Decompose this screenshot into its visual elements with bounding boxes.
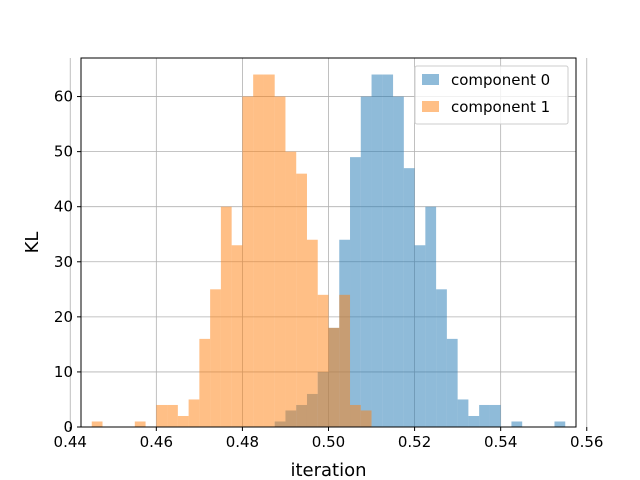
x-tick-label: 0.54 [484,433,517,451]
y-tick-label: 60 [54,88,73,106]
bar-component-1 [177,415,189,427]
x-tick-label: 0.48 [226,433,259,451]
x-tick-label: 0.44 [54,433,87,451]
bar-component-1 [242,96,254,427]
bar-component-0 [350,157,361,427]
x-tick-label: 0.56 [570,433,603,451]
legend-swatch-component-0 [422,74,439,85]
bar-component-1 [317,294,329,427]
bar-component-0 [414,245,426,427]
bar-component-0 [371,74,383,427]
bar-component-0 [511,421,523,427]
ticks: 0.44 0.46 0.48 0.50 0.52 0.54 0.56 0 10 20 30 40 50 6… [54,88,604,451]
bar-component-0 [403,168,415,428]
bar-component-1 [134,421,146,427]
x-tick-label: 0.52 [398,433,431,451]
bar-component-1 [350,404,361,427]
bar-component-1 [328,327,340,427]
y-tick-label: 30 [54,253,73,271]
bar-component-0 [393,96,404,427]
bar-component-0 [468,415,480,427]
bar-component-0 [479,404,490,427]
x-tick-label: 0.50 [312,433,345,451]
bar-component-0 [382,74,394,427]
bar-component-1 [188,399,200,427]
bar-component-1 [210,289,221,427]
bar-component-1 [360,410,372,427]
bar-component-1 [91,421,103,427]
bar-component-1 [263,74,275,427]
bar-component-1 [156,404,168,427]
bar-component-1 [199,338,211,427]
bar-component-1 [167,404,178,427]
bar-component-1 [285,151,297,427]
bar-component-0 [436,289,447,427]
bar-component-0 [446,338,458,427]
legend-box [414,65,569,125]
bar-component-1 [306,239,318,427]
bar-component-0 [457,399,469,427]
bar-component-1 [274,96,286,427]
bar-component-1 [339,294,351,427]
bar-component-0 [425,206,437,427]
legend-label-component-1: component 1 [451,98,550,116]
y-tick-label: 20 [54,308,73,326]
bar-component-1 [253,74,264,427]
y-tick-label: 10 [54,363,73,381]
bar-component-0 [360,96,372,427]
x-axis-label: iteration [290,460,366,480]
legend: component 0 component 1 [414,65,569,125]
y-tick-label: 50 [54,143,73,161]
bar-component-0 [489,404,501,427]
legend-swatch-component-1 [422,101,439,112]
x-tick-label: 0.46 [140,433,173,451]
bar-component-1 [296,173,307,427]
bar-component-1 [220,206,232,427]
bar-component-0 [554,421,566,427]
bar-component-1 [231,245,243,427]
y-tick-label: 0 [63,418,73,436]
y-tick-label: 40 [54,198,73,216]
legend-label-component-0: component 0 [451,71,550,89]
y-axis-label: KL [22,232,43,254]
bars [91,74,566,428]
